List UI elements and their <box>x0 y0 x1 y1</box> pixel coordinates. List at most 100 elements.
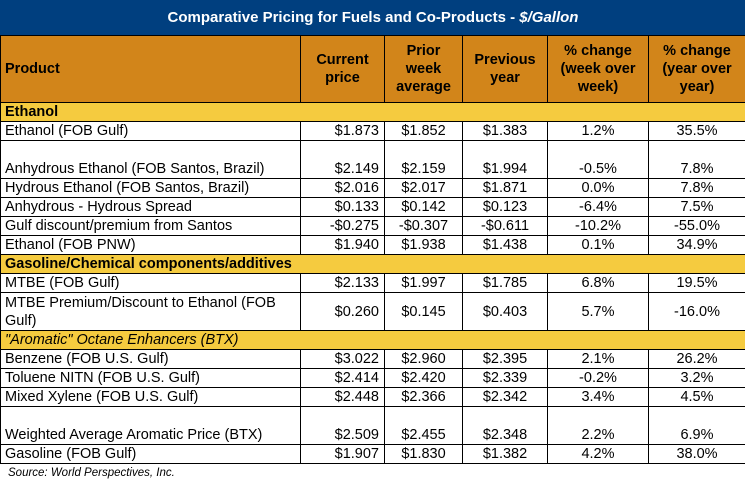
section-label: Gasoline/Chemical components/additives <box>0 254 745 274</box>
current-price: $2.509 <box>300 406 385 445</box>
pct-change-year: -16.0% <box>648 292 745 331</box>
prior-week-average: $2.420 <box>384 368 463 388</box>
pct-change-year: 7.5% <box>648 197 745 217</box>
prior-week-average: $1.830 <box>384 444 463 464</box>
prior-week-average: $2.366 <box>384 387 463 407</box>
current-price: $2.016 <box>300 178 385 198</box>
current-price: $2.448 <box>300 387 385 407</box>
pct-change-year: 7.8% <box>648 178 745 198</box>
pricing-table: Comparative Pricing for Fuels and Co-Pro… <box>0 0 745 464</box>
pct-change-week: 0.0% <box>547 178 649 198</box>
prior-week-average: $2.017 <box>384 178 463 198</box>
current-price: $2.133 <box>300 273 385 293</box>
previous-year: $1.438 <box>462 235 548 255</box>
current-price: $1.873 <box>300 121 385 141</box>
pct-change-week: 1.2% <box>547 121 649 141</box>
previous-year: $1.383 <box>462 121 548 141</box>
prior-week-average: $2.159 <box>384 140 463 179</box>
section-row: Gasoline/Chemical components/additives <box>0 254 745 274</box>
title-main: Comparative Pricing for Fuels and Co-Pro… <box>167 9 520 26</box>
header-row: Product Current price Prior week average… <box>0 35 745 103</box>
product-name: Gulf discount/premium from Santos <box>0 216 301 236</box>
prior-week-average: $0.142 <box>384 197 463 217</box>
current-price: -$0.275 <box>300 216 385 236</box>
title-row: Comparative Pricing for Fuels and Co-Pro… <box>0 0 745 36</box>
pct-change-week: 5.7% <box>547 292 649 331</box>
table-row: Ethanol (FOB PNW) $1.940 $1.938 $1.438 0.1% 3… <box>0 235 745 255</box>
table-row: MTBE Premium/Discount to Ethanol (FOB Gu… <box>0 292 745 331</box>
header-prior-week-average: Prior week average <box>384 35 463 103</box>
pct-change-week: 2.1% <box>547 349 649 369</box>
previous-year: $2.339 <box>462 368 548 388</box>
current-price: $1.940 <box>300 235 385 255</box>
pct-change-week: -0.2% <box>547 368 649 388</box>
product-name: MTBE Premium/Discount to Ethanol (FOB Gu… <box>0 292 301 331</box>
previous-year: $1.871 <box>462 178 548 198</box>
header-product: Product <box>0 35 301 103</box>
previous-year: $2.342 <box>462 387 548 407</box>
previous-year: $2.348 <box>462 406 548 445</box>
previous-year: $0.403 <box>462 292 548 331</box>
product-name: Anhydrous - Hydrous Spread <box>0 197 301 217</box>
section-label: "Aromatic" Octane Enhancers (BTX) <box>0 330 745 350</box>
table-title: Comparative Pricing for Fuels and Co-Pro… <box>0 0 745 36</box>
product-name: Gasoline (FOB Gulf) <box>0 444 301 464</box>
table-row: MTBE (FOB Gulf) $2.133 $1.997 $1.785 6.8% 19.… <box>0 273 745 293</box>
prior-week-average: $2.455 <box>384 406 463 445</box>
pct-change-week: 4.2% <box>547 444 649 464</box>
product-name: Toluene NITN (FOB U.S. Gulf) <box>0 368 301 388</box>
previous-year: $1.785 <box>462 273 548 293</box>
pct-change-week: -10.2% <box>547 216 649 236</box>
pct-change-year: -55.0% <box>648 216 745 236</box>
table-row: Toluene NITN (FOB U.S. Gulf) $2.414 $2.420… <box>0 368 745 388</box>
header-pct-change-week: % change (week over week) <box>547 35 649 103</box>
pct-change-year: 38.0% <box>648 444 745 464</box>
current-price: $2.149 <box>300 140 385 179</box>
pct-change-week: -0.5% <box>547 140 649 179</box>
table-row: Weighted Average Aromatic Price (BTX) $2.… <box>0 406 745 445</box>
prior-week-average: $2.960 <box>384 349 463 369</box>
prior-week-average: $1.852 <box>384 121 463 141</box>
current-price: $1.907 <box>300 444 385 464</box>
section-row: "Aromatic" Octane Enhancers (BTX) <box>0 330 745 350</box>
product-name: MTBE (FOB Gulf) <box>0 273 301 293</box>
previous-year: $2.395 <box>462 349 548 369</box>
source-note: Source: World Perspectives, Inc. <box>8 467 175 479</box>
pct-change-week: -6.4% <box>547 197 649 217</box>
prior-week-average: $1.938 <box>384 235 463 255</box>
pct-change-week: 2.2% <box>547 406 649 445</box>
product-name: Mixed Xylene (FOB U.S. Gulf) <box>0 387 301 407</box>
pct-change-year: 35.5% <box>648 121 745 141</box>
pct-change-week: 0.1% <box>547 235 649 255</box>
section-label: Ethanol <box>0 102 745 122</box>
table-row: Mixed Xylene (FOB U.S. Gulf) $2.448 $2.366… <box>0 387 745 407</box>
table-row: Hydrous Ethanol (FOB Santos, Brazil) $2.0… <box>0 178 745 198</box>
product-name: Ethanol (FOB PNW) <box>0 235 301 255</box>
product-name: Hydrous Ethanol (FOB Santos, Brazil) <box>0 178 301 198</box>
current-price: $0.133 <box>300 197 385 217</box>
previous-year: -$0.611 <box>462 216 548 236</box>
header-previous-year: Previous year <box>462 35 548 103</box>
pct-change-year: 6.9% <box>648 406 745 445</box>
prior-week-average: $1.997 <box>384 273 463 293</box>
previous-year: $1.382 <box>462 444 548 464</box>
pct-change-year: 19.5% <box>648 273 745 293</box>
table-row: Gasoline (FOB Gulf) $1.907 $1.830 $1.382 4.2… <box>0 444 745 464</box>
table-row: Gulf discount/premium from Santos -$0.275… <box>0 216 745 236</box>
product-name: Weighted Average Aromatic Price (BTX) <box>0 406 301 445</box>
table-row: Benzene (FOB U.S. Gulf) $3.022 $2.960 $2.39… <box>0 349 745 369</box>
previous-year: $1.994 <box>462 140 548 179</box>
header-current-price: Current price <box>300 35 385 103</box>
table-row: Anhydrous Ethanol (FOB Santos, Brazil) $2… <box>0 140 745 179</box>
pct-change-year: 7.8% <box>648 140 745 179</box>
current-price: $3.022 <box>300 349 385 369</box>
table-row: Anhydrous - Hydrous Spread $0.133 $0.142 $0… <box>0 197 745 217</box>
pct-change-year: 4.5% <box>648 387 745 407</box>
pct-change-year: 3.2% <box>648 368 745 388</box>
pct-change-week: 3.4% <box>547 387 649 407</box>
product-name: Benzene (FOB U.S. Gulf) <box>0 349 301 369</box>
title-unit: $/Gallon <box>519 9 579 26</box>
pct-change-week: 6.8% <box>547 273 649 293</box>
header-pct-change-year: % change (year over year) <box>648 35 745 103</box>
